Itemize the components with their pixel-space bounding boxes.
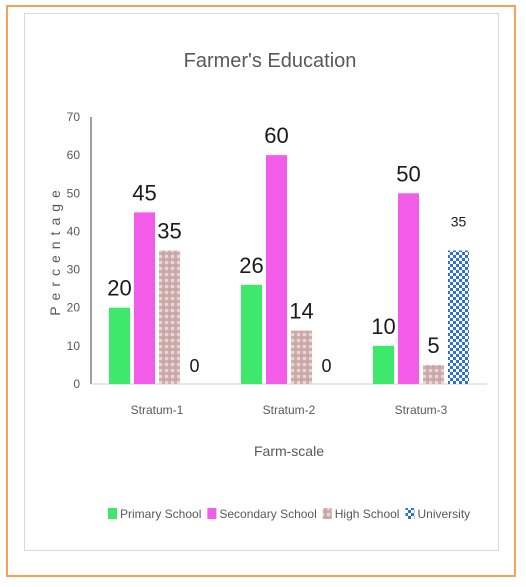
data-label: 14 xyxy=(289,299,313,324)
data-label: 20 xyxy=(107,276,131,301)
bar-secondary-school-stratum-3 xyxy=(398,193,419,384)
y-tick-label: 60 xyxy=(67,148,81,162)
y-tick-label: 70 xyxy=(67,110,81,124)
data-label: 26 xyxy=(239,253,263,278)
bar-secondary-school-stratum-1 xyxy=(134,212,155,384)
bar-primary-school-stratum-1 xyxy=(109,307,130,384)
data-label: 5 xyxy=(427,333,439,358)
data-label: 10 xyxy=(371,314,395,339)
data-label: 35 xyxy=(157,219,181,244)
legend-swatch-secondary-school xyxy=(207,508,217,519)
data-label: 0 xyxy=(321,356,331,376)
bar-high-school-stratum-2 xyxy=(291,330,312,384)
bar-secondary-school-stratum-2 xyxy=(266,155,287,384)
legend-swatch-high-school xyxy=(322,508,332,519)
legend-swatch-university xyxy=(405,508,415,519)
legend-label: University xyxy=(417,507,470,521)
legend-label: Primary School xyxy=(120,507,201,521)
bar-primary-school-stratum-2 xyxy=(241,284,262,384)
bar-high-school-stratum-3 xyxy=(423,364,444,384)
y-tick-label: 20 xyxy=(67,301,81,315)
legend-swatch-primary-school xyxy=(108,508,117,519)
bar-university-stratum-3 xyxy=(448,250,469,384)
x-axis-label: Farm-scale xyxy=(254,443,324,459)
x-tick-label: Stratum-2 xyxy=(263,403,316,417)
bar-primary-school-stratum-3 xyxy=(373,345,394,384)
data-label: 60 xyxy=(264,123,288,148)
legend-label: Secondary School xyxy=(219,507,316,521)
data-label: 0 xyxy=(189,356,199,376)
y-tick-label: 40 xyxy=(67,224,81,238)
y-axis-label: Percentage xyxy=(47,184,63,316)
data-label: 45 xyxy=(132,180,156,205)
chart-title: Farmer's Education xyxy=(184,50,357,72)
data-label: 35 xyxy=(451,214,467,230)
x-tick-label: Stratum-3 xyxy=(395,403,448,417)
y-tick-label: 50 xyxy=(67,186,81,200)
legend-label: High School xyxy=(335,507,400,521)
y-tick-label: 0 xyxy=(73,377,80,391)
bar-high-school-stratum-1 xyxy=(159,250,180,384)
y-tick-label: 10 xyxy=(67,339,81,353)
y-tick-label: 30 xyxy=(67,263,81,277)
data-label: 50 xyxy=(396,161,420,186)
x-tick-label: Stratum-1 xyxy=(131,403,184,417)
chart-panel xyxy=(24,13,499,551)
